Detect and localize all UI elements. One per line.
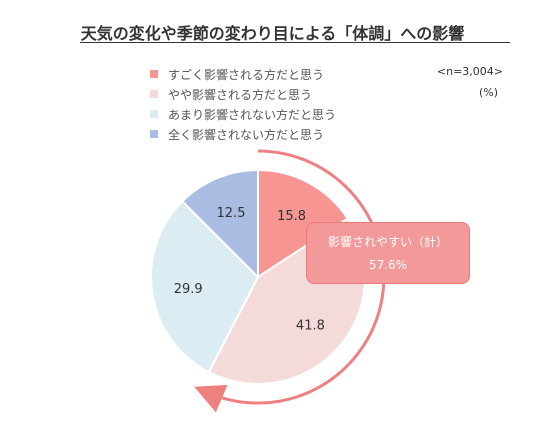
slice-value-label: 41.8 (296, 318, 325, 333)
legend-item: やや影響される方だと思う (150, 84, 336, 104)
callout-box: 影響されやすい（計） 57.6% (306, 222, 470, 284)
pie-slice (257, 168, 350, 279)
chart-title: 天気の変化や季節の変わり目による「体調」への影響 (80, 24, 465, 43)
unit-label: (%) (478, 86, 498, 99)
legend-swatch (150, 90, 158, 98)
legend-label: 全く影響されない方だと思う (168, 127, 325, 142)
pie-slice (180, 168, 259, 280)
legend-item: すごく影響される方だと思う (150, 64, 336, 84)
callout-label: 影響されやすい（計） (327, 235, 448, 249)
legend-label: やや影響される方だと思う (168, 87, 313, 102)
title-underline (80, 42, 510, 43)
legend-swatch (150, 110, 158, 118)
cumulative-arc-arrow (194, 149, 386, 413)
sample-size-note: <n=3,004> (436, 65, 503, 78)
pie-slice (150, 199, 260, 374)
slice-value-label: 15.8 (277, 209, 306, 224)
legend-label: すごく影響される方だと思う (168, 67, 325, 82)
legend: すごく影響される方だと思う やや影響される方だと思う あまり影響されない方だと思… (150, 64, 336, 144)
callout-value: 57.6% (368, 258, 408, 272)
legend-swatch (150, 70, 158, 78)
slice-value-label: 29.9 (174, 282, 203, 297)
slice-value-label: 12.5 (217, 206, 246, 221)
legend-label: あまり影響されない方だと思う (168, 107, 337, 122)
legend-item: 全く影響されない方だと思う (150, 124, 336, 144)
legend-swatch (150, 130, 158, 138)
legend-item: あまり影響されない方だと思う (150, 104, 336, 124)
